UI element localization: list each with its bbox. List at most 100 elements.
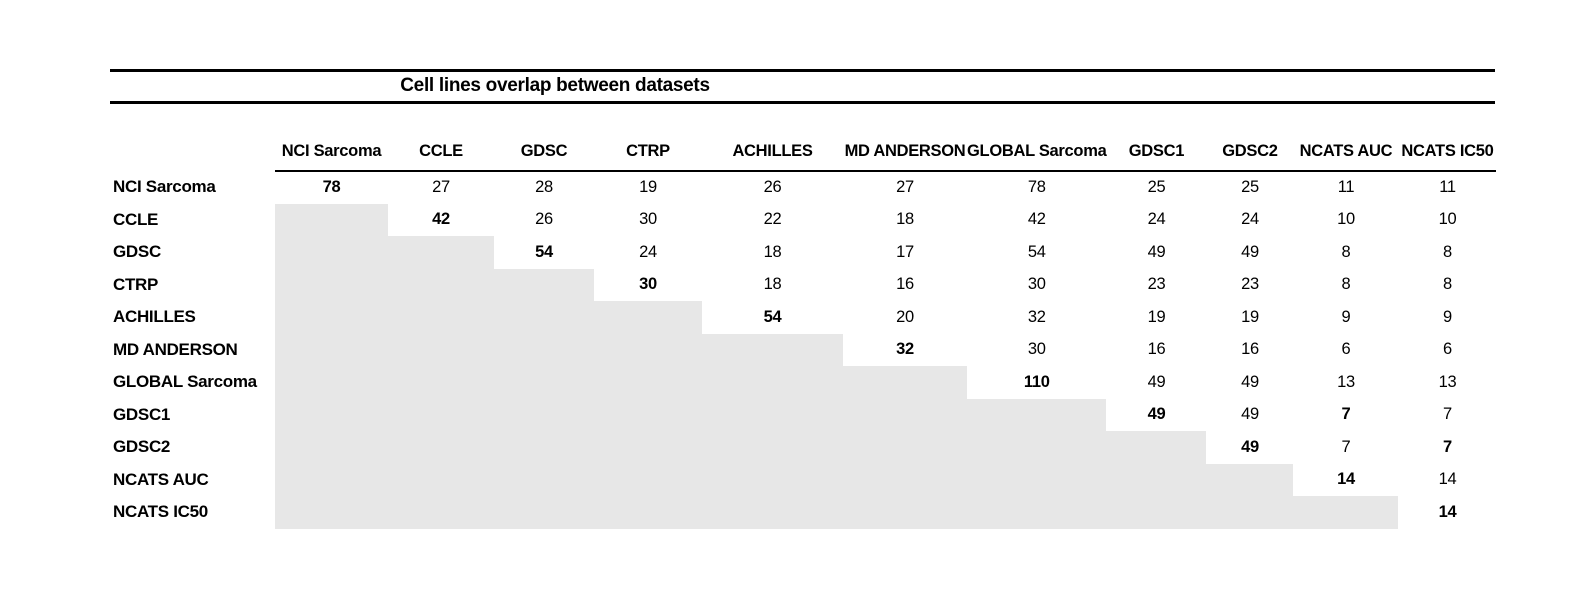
overlap-cell: 42	[432, 210, 450, 229]
row-label: GDSC1	[113, 404, 171, 424]
row-label: GDSC2	[113, 437, 171, 457]
overlap-cell: 42	[1027, 210, 1046, 229]
column-header: MD ANDERSON	[843, 133, 967, 172]
shaded-cell	[494, 301, 594, 334]
row-label: NCATS IC50	[113, 502, 208, 522]
overlap-cell: 49	[1241, 242, 1259, 261]
overlap-cell: 22	[763, 210, 782, 229]
column-header: GLOBAL Sarcoma	[967, 133, 1107, 172]
shaded-cell	[388, 236, 494, 269]
overlap-cell: 32	[896, 340, 914, 359]
shaded-cell	[388, 398, 494, 431]
row-label: CTRP	[113, 274, 159, 294]
shaded-cell	[1106, 431, 1207, 464]
shaded-cell	[494, 463, 594, 496]
overlap-cell: 20	[896, 307, 914, 326]
overlap-cell: 26	[763, 178, 782, 197]
shaded-cell	[275, 496, 388, 529]
shaded-cell	[388, 268, 494, 301]
table-row: GLOBAL Sarcoma 110 49 49 13 13	[110, 366, 1496, 399]
table-row: NCATS IC50 14	[110, 496, 1496, 529]
overlap-cell: 24	[1241, 210, 1259, 229]
overlap-cell: 11	[1439, 178, 1456, 197]
overlap-cell: 27	[896, 178, 914, 197]
shaded-cell	[594, 496, 702, 529]
overlap-cell: 17	[896, 242, 914, 261]
shaded-cell	[594, 398, 702, 431]
row-label: NCATS AUC	[113, 469, 209, 489]
shaded-cell	[594, 333, 702, 366]
column-header: CCLE	[388, 133, 494, 172]
overlap-cell: 14	[1438, 502, 1457, 521]
overlap-cell: 7	[1443, 437, 1452, 456]
shaded-cell	[843, 366, 967, 399]
column-header: GDSC	[494, 133, 594, 172]
shaded-cell	[275, 236, 388, 269]
shaded-cell	[702, 431, 843, 464]
overlap-cell: 27	[432, 178, 450, 197]
table-row: GDSC2 49 7 7	[110, 431, 1496, 464]
overlap-cell: 28	[535, 178, 553, 197]
overlap-cell: 30	[1027, 340, 1046, 359]
overlap-cell: 14	[1438, 470, 1457, 489]
overlap-cell: 9	[1443, 307, 1452, 326]
overlap-cell: 19	[1241, 307, 1259, 326]
shaded-cell	[494, 268, 594, 301]
shaded-cell	[388, 496, 494, 529]
overlap-cell: 7	[1341, 437, 1351, 456]
overlap-cell: 19	[1147, 307, 1166, 326]
overlap-cell: 19	[639, 178, 657, 197]
overlap-cell: 49	[1241, 405, 1259, 424]
shaded-cell	[275, 398, 388, 431]
overlap-cell: 11	[1337, 178, 1355, 197]
overlap-cell: 24	[639, 242, 657, 261]
overlap-cell: 49	[1147, 372, 1166, 391]
shaded-cell	[1106, 463, 1207, 496]
row-label: ACHILLES	[113, 307, 196, 327]
shaded-cell	[967, 463, 1107, 496]
overlap-cell: 9	[1341, 307, 1351, 326]
overlap-cell: 49	[1241, 437, 1259, 456]
column-header: GDSC2	[1206, 133, 1294, 172]
row-label: GLOBAL Sarcoma	[113, 372, 257, 392]
shaded-cell	[388, 333, 494, 366]
overlap-cell: 10	[1438, 210, 1457, 229]
overlap-cell: 8	[1341, 275, 1351, 294]
column-header: ACHILLES	[702, 133, 843, 172]
overlap-cell: 32	[1027, 307, 1046, 326]
column-header: GDSC1	[1106, 133, 1207, 172]
row-label: GDSC	[113, 242, 161, 262]
overlap-cell: 6	[1341, 340, 1351, 359]
overlap-cell: 25	[1147, 178, 1166, 197]
shaded-cell	[843, 463, 967, 496]
table-body: NCI Sarcoma 78 27 28 19 26 27 78 25 25 11 11 CCLE 42 2…	[110, 171, 1496, 529]
shaded-cell	[275, 203, 388, 236]
overlap-cell: 25	[1241, 178, 1259, 197]
column-header: NCATS AUC	[1293, 133, 1399, 172]
overlap-cell: 30	[639, 210, 657, 229]
column-header: CTRP	[594, 133, 702, 172]
shaded-cell	[275, 333, 388, 366]
overlap-cell: 26	[535, 210, 553, 229]
overlap-cell: 78	[1027, 178, 1046, 197]
shaded-cell	[594, 366, 702, 399]
shaded-cell	[1206, 463, 1294, 496]
row-label: CCLE	[113, 209, 159, 229]
shaded-cell	[494, 398, 594, 431]
overlap-cell: 30	[639, 275, 657, 294]
overlap-cell: 16	[1147, 340, 1166, 359]
shaded-cell	[388, 301, 494, 334]
overlap-cell: 18	[763, 275, 782, 294]
shaded-cell	[275, 366, 388, 399]
row-label: NCI Sarcoma	[113, 177, 216, 197]
overlap-cell: 54	[535, 242, 553, 261]
table-row: ACHILLES 54 20 32 19 19 9 9	[110, 301, 1496, 334]
shaded-cell	[967, 431, 1107, 464]
overlap-cell: 54	[1027, 242, 1046, 261]
shaded-cell	[1293, 496, 1399, 529]
table-row: NCATS AUC 14 14	[110, 463, 1496, 496]
column-header: NCATS IC50	[1398, 133, 1497, 172]
overlap-cell: 49	[1241, 372, 1259, 391]
overlap-cell: 6	[1443, 340, 1452, 359]
